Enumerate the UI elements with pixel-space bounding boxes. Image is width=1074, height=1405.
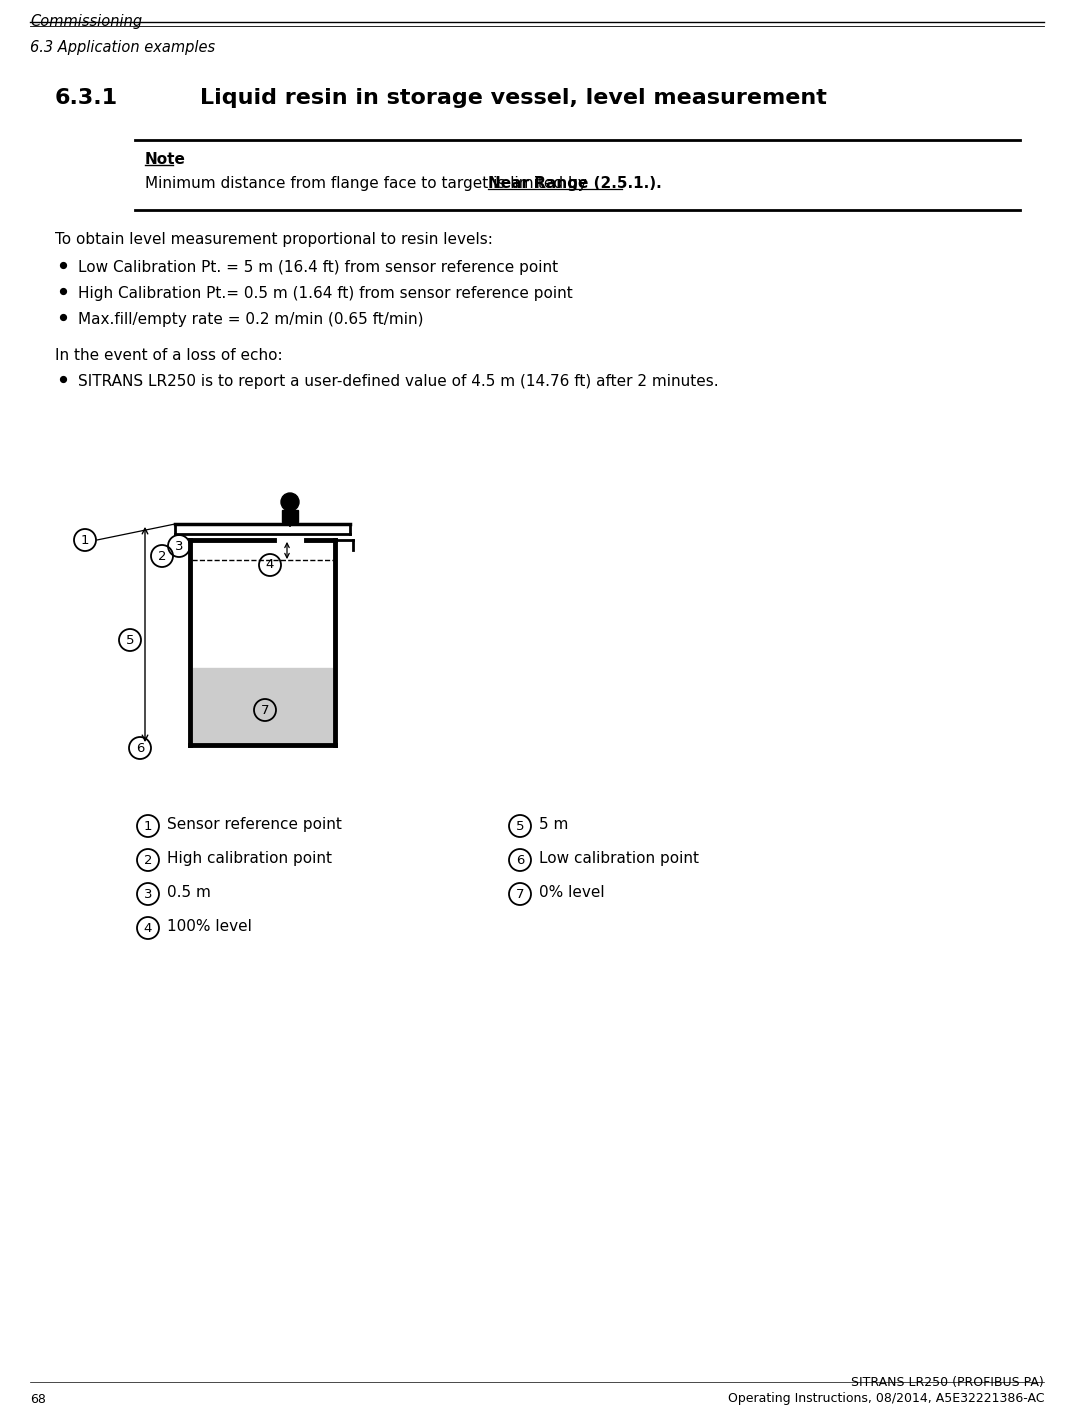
Text: 100% level: 100% level: [166, 919, 252, 934]
Text: SITRANS LR250 is to report a user-defined value of 4.5 m (14.76 ft) after 2 minu: SITRANS LR250 is to report a user-define…: [78, 374, 719, 389]
Text: SITRANS LR250 (PROFIBUS PA): SITRANS LR250 (PROFIBUS PA): [852, 1375, 1044, 1390]
Circle shape: [281, 493, 299, 511]
Text: In the event of a loss of echo:: In the event of a loss of echo:: [55, 348, 282, 362]
Text: 4: 4: [144, 922, 153, 934]
Text: Max.fill/empty rate = 0.2 m/min (0.65 ft/min): Max.fill/empty rate = 0.2 m/min (0.65 ft…: [78, 312, 423, 327]
Text: 68: 68: [30, 1392, 46, 1405]
Text: Note: Note: [145, 152, 186, 167]
Text: Near Range (2.5.1.).: Near Range (2.5.1.).: [489, 176, 662, 191]
Text: 1: 1: [81, 534, 89, 547]
Text: High Calibration Pt.= 0.5 m (1.64 ft) from sensor reference point: High Calibration Pt.= 0.5 m (1.64 ft) fr…: [78, 287, 572, 301]
Text: 1: 1: [144, 819, 153, 833]
Text: 5: 5: [126, 634, 134, 646]
Text: To obtain level measurement proportional to resin levels:: To obtain level measurement proportional…: [55, 232, 493, 247]
Text: 7: 7: [261, 704, 270, 717]
Text: Sensor reference point: Sensor reference point: [166, 816, 342, 832]
Text: 5: 5: [516, 819, 524, 833]
Text: 3: 3: [175, 540, 184, 552]
Text: 3: 3: [144, 888, 153, 901]
Text: 2: 2: [144, 853, 153, 867]
Text: 0.5 m: 0.5 m: [166, 885, 211, 901]
Text: 6.3.1: 6.3.1: [55, 89, 118, 108]
Text: 6: 6: [516, 853, 524, 867]
Text: Low Calibration Pt. = 5 m (16.4 ft) from sensor reference point: Low Calibration Pt. = 5 m (16.4 ft) from…: [78, 260, 558, 275]
Text: High calibration point: High calibration point: [166, 851, 332, 865]
Text: 7: 7: [516, 888, 524, 901]
Text: 6.3 Application examples: 6.3 Application examples: [30, 39, 215, 55]
Text: 5 m: 5 m: [539, 816, 568, 832]
Text: Minimum distance from flange face to target is limited by: Minimum distance from flange face to tar…: [145, 176, 592, 191]
Text: 4: 4: [265, 559, 274, 572]
Text: Operating Instructions, 08/2014, A5E32221386-AC: Operating Instructions, 08/2014, A5E3222…: [727, 1392, 1044, 1405]
Text: Low calibration point: Low calibration point: [539, 851, 699, 865]
Text: Liquid resin in storage vessel, level measurement: Liquid resin in storage vessel, level me…: [200, 89, 827, 108]
Text: 0% level: 0% level: [539, 885, 605, 901]
Text: Commissioning: Commissioning: [30, 14, 142, 30]
Text: 2: 2: [158, 549, 166, 562]
Polygon shape: [282, 510, 297, 523]
Text: 6: 6: [135, 742, 144, 754]
